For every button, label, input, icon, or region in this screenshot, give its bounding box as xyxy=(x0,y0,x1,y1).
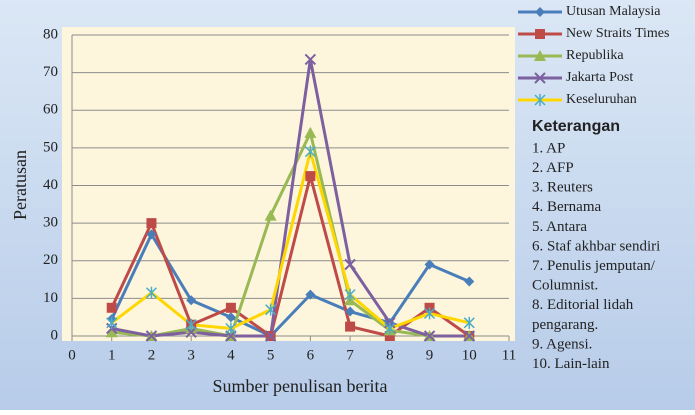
x-tick-label: 6 xyxy=(307,347,315,363)
x-axis-label: Sumber penulisan berita xyxy=(213,376,388,396)
marker xyxy=(424,259,435,270)
y-tick-label: 20 xyxy=(43,252,58,268)
y-tick-label: 30 xyxy=(43,215,58,231)
marker xyxy=(106,302,117,313)
marker xyxy=(265,303,277,316)
legend-label: Republika xyxy=(566,48,624,63)
note-text: 5. Antara xyxy=(532,219,587,235)
x-tick-label: 8 xyxy=(386,347,394,363)
marker xyxy=(185,318,197,331)
marker xyxy=(225,302,236,313)
x-tick-label: 4 xyxy=(227,347,235,363)
x-tick-label: 10 xyxy=(462,347,477,363)
series-line xyxy=(111,59,470,338)
marker xyxy=(145,286,157,299)
marker xyxy=(345,321,356,332)
y-tick-label: 70 xyxy=(43,64,58,80)
legend-label: Jakarta Post xyxy=(566,70,633,85)
note-text: 9. Agensi. xyxy=(532,336,592,352)
x-tick-label: 9 xyxy=(426,347,434,363)
x-tick-label: 0 xyxy=(68,347,76,363)
series-line xyxy=(111,128,470,338)
plot-area xyxy=(62,27,515,341)
note-text: Columnist. xyxy=(532,278,598,294)
legend-label: New Straits Times xyxy=(566,26,669,41)
y-tick-label: 80 xyxy=(43,26,58,42)
note-text: 1. AP xyxy=(532,140,565,156)
x-tick-label: 3 xyxy=(187,347,195,363)
marker xyxy=(535,29,545,39)
marker xyxy=(464,276,475,287)
note-text: pengarang. xyxy=(532,317,598,333)
marker xyxy=(345,306,356,317)
marker xyxy=(463,330,475,342)
notes-title: Keterangan xyxy=(532,118,620,135)
marker xyxy=(305,289,316,300)
marker xyxy=(384,331,395,341)
y-tick-label: 10 xyxy=(43,290,58,306)
y-tick-label: 40 xyxy=(43,177,58,193)
y-tick-label: 50 xyxy=(43,139,58,155)
marker xyxy=(264,209,277,221)
marker xyxy=(344,288,356,301)
marker xyxy=(384,322,396,335)
marker xyxy=(146,229,157,240)
marker xyxy=(105,326,118,338)
y-tick-label: 60 xyxy=(43,102,58,118)
note-text: 8. Editorial lidah xyxy=(532,297,634,313)
marker xyxy=(264,330,277,342)
series-line xyxy=(110,231,470,338)
note-text: 7. Penulis jemputan/ xyxy=(532,258,656,274)
x-tick-label: 5 xyxy=(267,347,275,363)
marker xyxy=(423,330,436,342)
series-line xyxy=(110,145,470,331)
note-text: 6. Staf akhbar sendiri xyxy=(532,238,660,254)
legend-label: Keseluruhan xyxy=(566,92,637,107)
x-tick-label: 2 xyxy=(148,347,156,363)
x-tick-label: 1 xyxy=(108,347,116,363)
marker xyxy=(305,171,316,182)
x-tick-label: 11 xyxy=(502,347,516,363)
marker xyxy=(304,145,316,158)
note-text: 2. AFP xyxy=(532,160,574,176)
marker xyxy=(304,53,317,66)
note-text: 4. Bernama xyxy=(532,199,601,215)
note-text: 3. Reuters xyxy=(532,180,593,196)
marker xyxy=(304,126,317,138)
marker xyxy=(424,307,436,320)
marker xyxy=(344,258,356,271)
marker xyxy=(225,312,236,323)
x-tick-label: 7 xyxy=(346,347,354,363)
marker xyxy=(225,322,237,335)
legend-label: Utusan Malaysia xyxy=(566,4,661,19)
marker xyxy=(145,330,158,342)
marker xyxy=(534,72,546,84)
marker xyxy=(535,7,545,17)
marker xyxy=(463,316,475,329)
marker xyxy=(534,50,546,61)
marker xyxy=(106,316,118,329)
note-text: 10. Lain-lain xyxy=(532,356,610,372)
marker xyxy=(146,218,157,229)
y-tick-label: 0 xyxy=(51,327,59,343)
marker xyxy=(534,94,546,106)
y-axis-label: Peratusan xyxy=(10,150,30,220)
marker xyxy=(186,295,197,306)
